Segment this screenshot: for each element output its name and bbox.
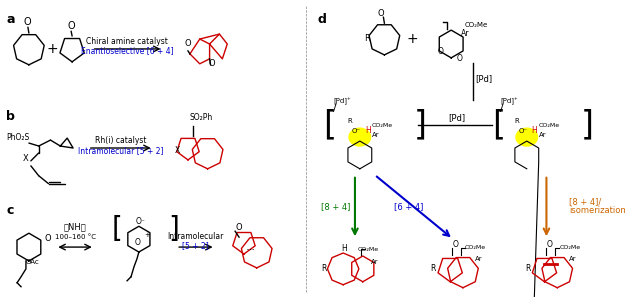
- Text: Ar: Ar: [371, 259, 378, 265]
- Text: Ar: Ar: [475, 256, 483, 262]
- Text: O: O: [185, 39, 191, 48]
- Text: [8 + 4]/: [8 + 4]/: [569, 198, 601, 207]
- Text: X: X: [23, 154, 29, 163]
- Text: CO₂Me: CO₂Me: [358, 247, 379, 252]
- Text: O⁻: O⁻: [519, 128, 528, 134]
- Text: CO₂Me: CO₂Me: [559, 245, 580, 250]
- Ellipse shape: [349, 128, 371, 146]
- Text: O: O: [208, 59, 215, 68]
- Text: [Pd]: [Pd]: [476, 74, 493, 83]
- Text: O: O: [67, 21, 75, 31]
- Text: O: O: [45, 234, 51, 243]
- Text: /: /: [333, 103, 337, 113]
- Text: b: b: [6, 110, 15, 123]
- Text: R: R: [321, 264, 327, 273]
- Text: /: /: [500, 103, 504, 113]
- Text: isomerization: isomerization: [569, 207, 626, 215]
- Text: R: R: [525, 264, 530, 273]
- Text: a: a: [6, 13, 15, 26]
- Text: [: [: [323, 109, 337, 142]
- Text: CO₂Me: CO₂Me: [465, 245, 486, 250]
- Text: O⁻: O⁻: [352, 128, 361, 134]
- Text: Ar: Ar: [539, 132, 546, 138]
- Text: ⌒NH⌣: ⌒NH⌣: [63, 222, 86, 231]
- Text: O: O: [437, 47, 444, 56]
- Text: +: +: [145, 232, 150, 238]
- Text: O: O: [235, 223, 242, 232]
- Text: X: X: [175, 146, 180, 155]
- Text: OAc: OAc: [26, 259, 40, 265]
- Text: Intramolecular [5 + 2]: Intramolecular [5 + 2]: [79, 146, 164, 155]
- Text: [Pd]: [Pd]: [448, 113, 465, 122]
- Text: ]: ]: [581, 109, 594, 142]
- Text: PhO₂S: PhO₂S: [6, 133, 29, 142]
- Text: H: H: [341, 244, 347, 253]
- Text: 100–160 °C: 100–160 °C: [54, 234, 95, 240]
- Text: H: H: [532, 126, 538, 135]
- Text: +: +: [406, 32, 418, 46]
- Text: O: O: [378, 9, 384, 18]
- Text: [: [: [492, 109, 506, 142]
- Text: [: [: [111, 215, 122, 243]
- Text: H: H: [365, 126, 371, 135]
- Text: Intramolecular: Intramolecular: [168, 232, 224, 241]
- Text: R: R: [347, 118, 352, 124]
- Text: ]: ]: [414, 109, 427, 142]
- Text: O: O: [452, 240, 458, 249]
- Text: O: O: [547, 240, 552, 249]
- Text: ]: ]: [168, 215, 179, 243]
- Text: O: O: [23, 17, 31, 27]
- Text: c: c: [6, 204, 13, 218]
- Text: Chiral amine catalyst: Chiral amine catalyst: [86, 37, 168, 46]
- Text: Rh(i) catalyst: Rh(i) catalyst: [95, 136, 147, 145]
- Text: [Pd]⁺: [Pd]⁺: [500, 98, 518, 105]
- Text: Ar: Ar: [569, 256, 577, 262]
- Text: CO₂Me: CO₂Me: [372, 123, 393, 128]
- Text: [Pd]⁺: [Pd]⁺: [333, 98, 351, 105]
- Text: O: O: [457, 54, 463, 63]
- Ellipse shape: [516, 128, 538, 146]
- Text: Enantioselective [6 + 4]: Enantioselective [6 + 4]: [81, 46, 173, 55]
- Text: +: +: [47, 42, 58, 56]
- Text: R: R: [514, 118, 519, 124]
- Text: CO₂Me: CO₂Me: [539, 123, 560, 128]
- Text: R: R: [364, 34, 370, 43]
- Text: d: d: [317, 13, 326, 26]
- Text: [6 + 4]: [6 + 4]: [394, 202, 424, 212]
- Text: [5 + 2]: [5 + 2]: [182, 241, 209, 250]
- Text: Ar: Ar: [372, 132, 380, 138]
- Text: R: R: [431, 264, 436, 273]
- Text: CO₂Me: CO₂Me: [465, 22, 488, 28]
- Text: O⁻: O⁻: [136, 217, 146, 226]
- Text: O: O: [135, 238, 141, 247]
- Text: Ar: Ar: [461, 29, 470, 38]
- Text: [8 + 4]: [8 + 4]: [321, 202, 350, 212]
- Text: SO₂Ph: SO₂Ph: [189, 113, 212, 122]
